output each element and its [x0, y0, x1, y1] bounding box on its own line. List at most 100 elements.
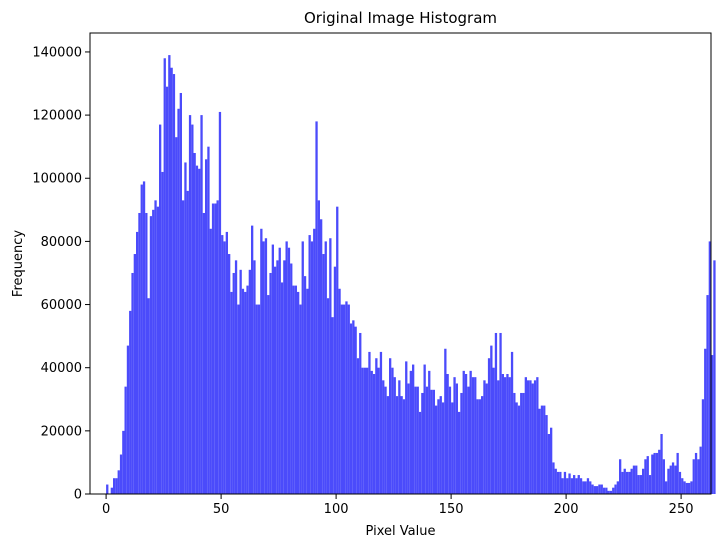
histogram-bar — [612, 487, 615, 494]
histogram-bar — [246, 285, 249, 494]
histogram-bar — [600, 484, 603, 494]
histogram-bar — [648, 475, 652, 494]
histogram-bar — [349, 323, 353, 494]
histogram-bar — [398, 380, 401, 494]
histogram-bar — [517, 405, 521, 494]
histogram-bar — [494, 332, 498, 494]
histogram-bar — [683, 481, 686, 494]
histogram-bar — [708, 241, 711, 494]
histogram-bar — [688, 482, 691, 494]
histogram-bar — [182, 200, 185, 494]
histogram-bar — [575, 478, 578, 494]
histogram-bar — [175, 137, 178, 494]
histogram-bar — [324, 241, 327, 494]
histogram-bar — [692, 459, 695, 494]
histogram-bar — [547, 434, 550, 494]
histogram-bar — [577, 475, 580, 494]
histogram-bar — [704, 348, 707, 494]
histogram-bar — [570, 478, 573, 494]
bars-group — [106, 55, 716, 495]
histogram-bar — [455, 383, 458, 494]
x-tick-label: 200 — [554, 502, 579, 517]
histogram-bar — [550, 427, 553, 494]
histogram-bar — [262, 241, 265, 494]
histogram-bar — [448, 386, 452, 494]
histogram-bar — [591, 484, 594, 494]
histogram-bar — [200, 115, 203, 494]
histogram-bar — [430, 389, 433, 494]
histogram-bar — [228, 254, 231, 494]
histogram-bar — [347, 304, 350, 494]
histogram-bar — [345, 301, 348, 494]
histogram-bar — [221, 235, 224, 494]
histogram-bar — [223, 241, 226, 494]
histogram-bar — [441, 402, 445, 494]
histogram-bar — [483, 380, 486, 494]
histogram-bar — [453, 377, 456, 494]
histogram-bar — [637, 475, 640, 494]
histogram-bar — [405, 361, 408, 494]
histogram-bar — [113, 478, 116, 494]
y-tick-label: 0 — [74, 488, 82, 503]
histogram-bar — [184, 162, 187, 494]
histogram-bar — [333, 266, 337, 494]
histogram-bar — [623, 468, 626, 494]
histogram-bar — [589, 481, 592, 494]
axes-frame — [89, 32, 712, 495]
histogram-bar — [593, 486, 596, 494]
histogram-bar — [147, 298, 150, 494]
histogram-bar — [538, 408, 541, 494]
x-axis-ticks: 0 50 100 150 200 250 — [102, 494, 694, 517]
histogram-bar — [467, 386, 470, 494]
histogram-bar — [244, 291, 247, 494]
histogram-bar — [232, 272, 235, 494]
histogram-bar — [124, 386, 127, 494]
histogram-bar — [407, 383, 410, 494]
histogram-bar — [179, 92, 182, 495]
histogram-bar — [630, 468, 633, 494]
histogram-bar — [278, 247, 281, 494]
histogram-bar — [711, 355, 714, 494]
histogram-bar — [156, 206, 159, 494]
histogram-bar — [253, 260, 256, 494]
y-axis-ticks: 0 20000 40000 60000 80000 100000 120000 140000 — [32, 45, 90, 503]
histogram-bar — [359, 332, 362, 494]
histogram-bar — [122, 430, 125, 494]
histogram-bar — [308, 235, 311, 494]
histogram-bar — [115, 478, 118, 494]
histogram-bar — [529, 380, 532, 494]
histogram-bar — [499, 332, 502, 494]
histogram-bar — [409, 370, 412, 494]
histogram-bar — [239, 269, 242, 494]
histogram-bar — [540, 405, 544, 494]
histogram-bar — [527, 380, 530, 494]
histogram-bar — [276, 260, 279, 494]
histogram-bar — [320, 219, 323, 495]
histogram-bar — [393, 377, 396, 494]
histogram-bar — [119, 454, 123, 494]
histogram-bar — [389, 358, 392, 494]
histogram-bar — [416, 386, 419, 494]
histogram-bar — [133, 254, 136, 494]
chart-title: Original Image Histogram — [304, 9, 497, 27]
histogram-bar — [356, 358, 360, 494]
histogram-bar — [363, 367, 366, 494]
histogram-bar — [531, 383, 534, 494]
histogram-bar — [280, 282, 284, 494]
histogram-bar — [310, 241, 314, 494]
histogram-bar — [395, 396, 399, 494]
histogram-bar — [573, 475, 576, 494]
histogram-bar — [713, 260, 716, 494]
histogram-bar — [621, 471, 624, 494]
histogram-bar — [671, 462, 675, 494]
histogram-bar — [234, 260, 238, 494]
histogram-bar — [331, 317, 334, 494]
histogram-bar — [697, 459, 700, 494]
histogram-bar — [632, 465, 636, 494]
histogram-bar — [584, 481, 587, 494]
histogram-bar — [354, 326, 357, 494]
histogram-bar — [458, 411, 461, 494]
histogram-bar — [676, 452, 679, 494]
histogram-bar — [195, 165, 199, 494]
histogram-bar — [469, 370, 472, 494]
